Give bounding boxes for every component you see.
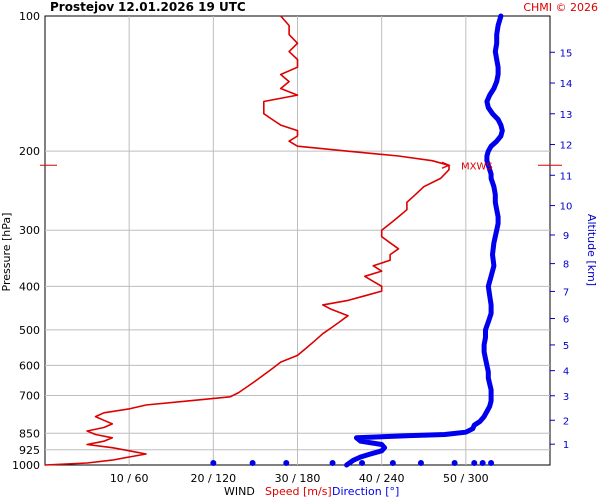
altitude-tick-label: 9 [563,231,569,242]
pressure-tick-label: 400 [19,280,40,293]
altitude-tick-label: 12 [560,141,573,152]
pressure-tick-label: 700 [19,389,40,402]
surface-direction-point [479,460,486,466]
altitude-tick-label: 2 [563,416,569,427]
pressure-tick-label: 200 [19,145,40,158]
footer-wind: WIND [224,485,255,498]
altitude-tick-label: 8 [563,260,569,271]
altitude-tick-label: 13 [560,110,573,121]
surface-direction-point [417,460,424,466]
surface-direction-point [210,460,217,466]
label-layer: 10 / 60 20 / 120 30 / 180 40 / 240 50 / 300 1… [12,10,572,485]
pressure-tick-label: 850 [19,427,40,440]
direction-line [344,13,505,468]
surface-direction-point [249,460,256,466]
x-tick-label: 10 / 60 [110,472,149,485]
surface-direction-point [488,460,495,466]
altitude-tick-label: 4 [563,367,569,378]
altitude-tick-label: 1 [563,440,569,451]
max-wind-label: MXWS [461,161,493,172]
altitude-tick-label: 10 [560,202,573,213]
y-axis-label: Pressure [hPa] [0,213,13,292]
series-layer [44,13,505,468]
footer-direction: Direction [°] [332,485,400,498]
x-tick-label: 30 / 180 [275,472,321,485]
surface-direction-point [451,460,458,466]
max-wind-arrow [441,161,451,169]
surface-direction-point [283,460,290,466]
altitude-tick-label: 14 [560,79,573,90]
altitude-axis-label: Altitude [km] [585,214,598,286]
altitude-tick-label: 15 [560,48,573,59]
sounding-time: 12.01.2026 19 UTC [118,0,246,14]
pressure-tick-label: 500 [19,324,40,337]
altitude-tick-label: 11 [560,171,573,182]
x-tick-label: 50 / 300 [443,472,489,485]
footer-speed: Speed [m/s] [265,485,332,498]
x-tick-label: 20 / 120 [190,472,236,485]
speed-line [44,15,450,466]
pressure-tick-label: 600 [19,359,40,372]
pressure-tick-label: 100 [19,10,40,23]
surface-direction-point [389,460,396,466]
altitude-tick-label: 6 [563,315,569,326]
surface-direction-point [471,460,478,466]
altitude-tick-label: 3 [563,392,569,403]
x-tick-label: 40 / 240 [359,472,405,485]
altitude-tick-label: 5 [563,341,569,352]
surface-direction-point [359,460,366,466]
pressure-tick-label: 925 [19,444,40,457]
surface-direction-point [329,460,336,466]
credit-text: CHMI © 2026 [523,1,598,14]
pressure-tick-label: 1000 [12,459,40,472]
pressure-tick-label: 300 [19,224,40,237]
altitude-tick-label: 7 [563,287,569,298]
station-name: Prostejov [50,0,115,14]
grid-layer [40,16,562,465]
